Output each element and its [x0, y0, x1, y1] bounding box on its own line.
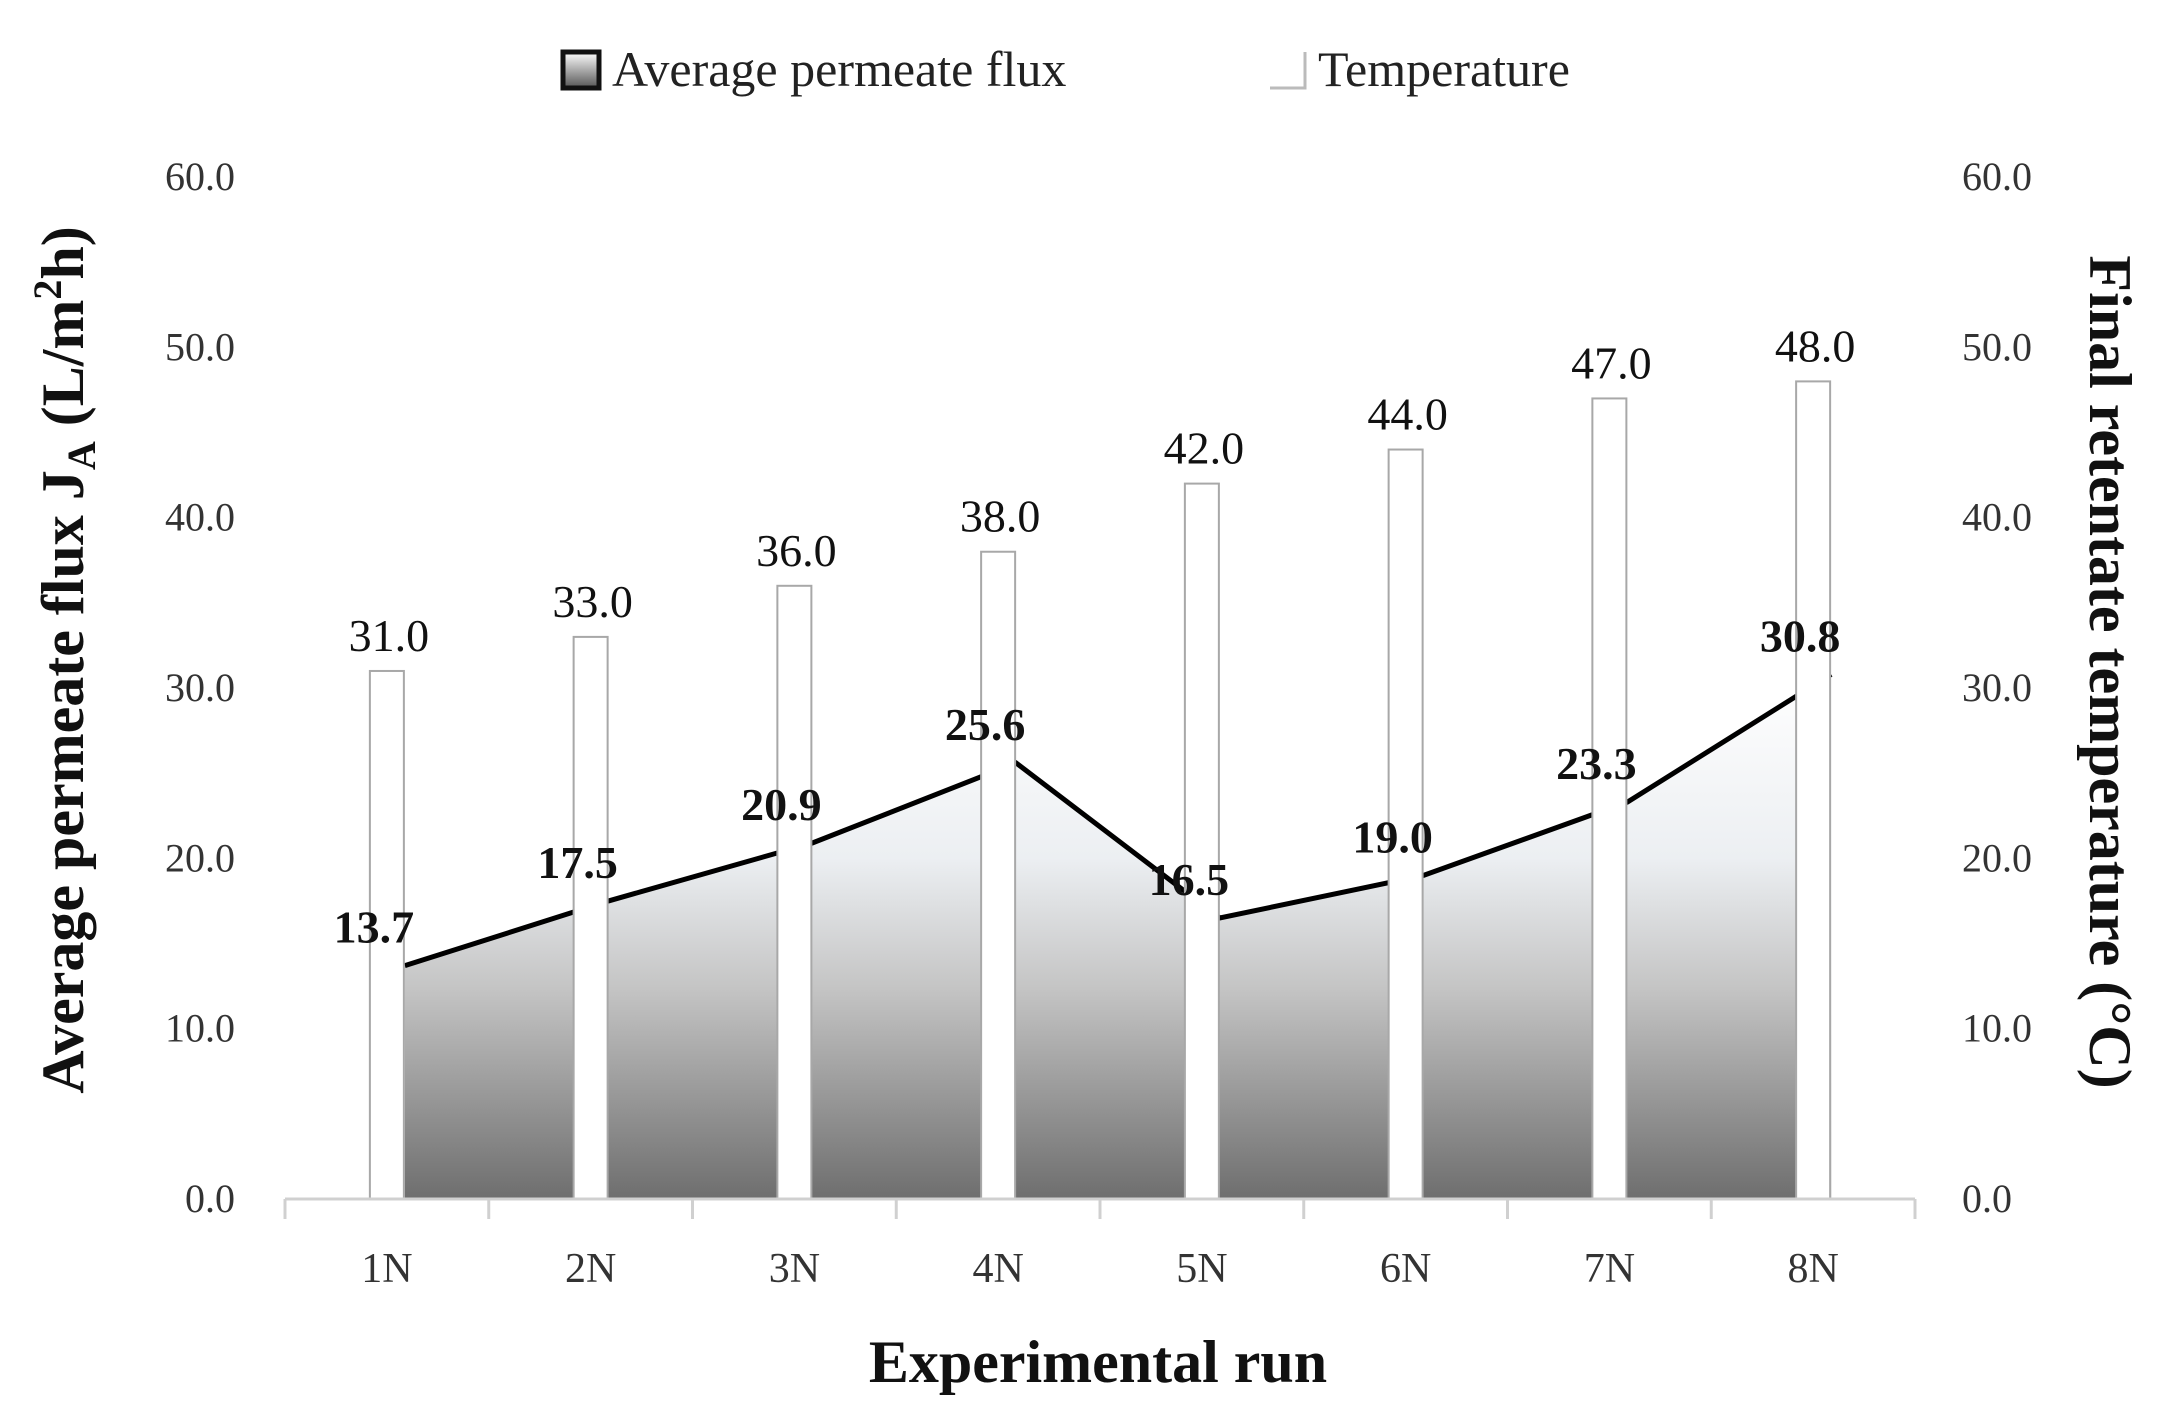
y-right-tick-label: 40.0: [1962, 495, 2032, 540]
flux-data-label: 25.6: [945, 699, 1026, 750]
temperature-data-label: 33.0: [552, 576, 633, 627]
flux-data-label: 30.8: [1760, 610, 1841, 661]
temperature-bar: [776, 584, 813, 1200]
x-category-label: 4N: [972, 1246, 1023, 1292]
x-axis-title: Experimental run: [869, 1329, 1327, 1395]
flux-area: [404, 674, 1832, 1199]
x-axis: 1N 2N 3N 4N 5N 6N 7N 8N: [283, 1197, 1917, 1292]
y-right-tick-label: 0.0: [1962, 1176, 2012, 1221]
y-left-tick-label: 10.0: [165, 1006, 235, 1051]
temperature-data-label: 44.0: [1367, 389, 1448, 440]
y-left-tick-label: 60.0: [165, 154, 235, 199]
temperature-bar: [1795, 380, 1832, 1200]
temperature-bar: [1591, 397, 1628, 1200]
temperature-bar: [980, 550, 1017, 1200]
y-left-tick-label: 50.0: [165, 324, 235, 369]
legend-label-flux: Average permeate flux: [612, 41, 1066, 97]
temperature-series: [368, 380, 1832, 1201]
y-right-tick-label: 50.0: [1962, 324, 2032, 369]
x-category-label: 5N: [1176, 1246, 1227, 1292]
y-axis-right-title: Final retentate temperature (°C): [2077, 255, 2143, 1088]
y-axis-left-ticks: 0.0 10.0 20.0 30.0 40.0 50.0 60.0: [165, 154, 235, 1221]
x-category-label: 8N: [1787, 1246, 1838, 1292]
flux-data-label: 17.5: [537, 837, 618, 888]
legend: Average permeate flux Temperature: [560, 41, 1570, 97]
flux-labels: 13.7 17.5 20.9 25.6 16.5 19.0 23.3 30.8: [334, 610, 1841, 952]
x-category-label: 7N: [1584, 1246, 1635, 1292]
y-right-tick-label: 30.0: [1962, 665, 2032, 710]
y-axis-right-ticks: 0.0 10.0 20.0 30.0 40.0 50.0 60.0: [1962, 154, 2032, 1221]
temperature-data-label: 42.0: [1164, 423, 1245, 474]
temperature-data-label: 47.0: [1571, 337, 1652, 388]
flux-data-label: 13.7: [334, 902, 415, 953]
flux-data-label: 23.3: [1556, 738, 1637, 789]
y-left-tick-label: 40.0: [165, 495, 235, 540]
temperature-bar: [1387, 448, 1424, 1200]
temperature-data-label: 48.0: [1775, 320, 1856, 371]
temperature-labels: 31.0 33.0 36.0 38.0 42.0 44.0 47.0 48.0: [349, 320, 1856, 661]
y-right-tick-label: 60.0: [1962, 154, 2032, 199]
temperature-data-label: 36.0: [756, 525, 837, 576]
temperature-bar: [368, 669, 405, 1200]
legend-label-temperature: Temperature: [1318, 41, 1570, 97]
x-category-label: 6N: [1380, 1246, 1431, 1292]
y-left-tick-label: 0.0: [185, 1176, 235, 1221]
legend-swatch-temperature: [1270, 52, 1307, 90]
temperature-bar: [572, 635, 609, 1200]
flux-data-label: 19.0: [1352, 811, 1433, 862]
y-axis-left-title: Average permeate flux JA (L/m2h): [25, 226, 104, 1094]
x-category-label: 2N: [565, 1246, 616, 1292]
x-category-label: 3N: [769, 1246, 820, 1292]
y-left-tick-label: 20.0: [165, 835, 235, 880]
temperature-data-label: 38.0: [960, 491, 1041, 542]
temperature-data-label: 31.0: [349, 610, 430, 661]
y-left-tick-label: 30.0: [165, 665, 235, 710]
x-category-label: 1N: [361, 1246, 412, 1292]
legend-swatch-flux: [560, 49, 602, 91]
flux-data-label: 16.5: [1149, 854, 1230, 905]
temperature-bar: [1183, 482, 1220, 1201]
y-right-tick-label: 20.0: [1962, 835, 2032, 880]
flux-data-label: 20.9: [741, 779, 822, 830]
y-right-tick-label: 10.0: [1962, 1006, 2032, 1051]
